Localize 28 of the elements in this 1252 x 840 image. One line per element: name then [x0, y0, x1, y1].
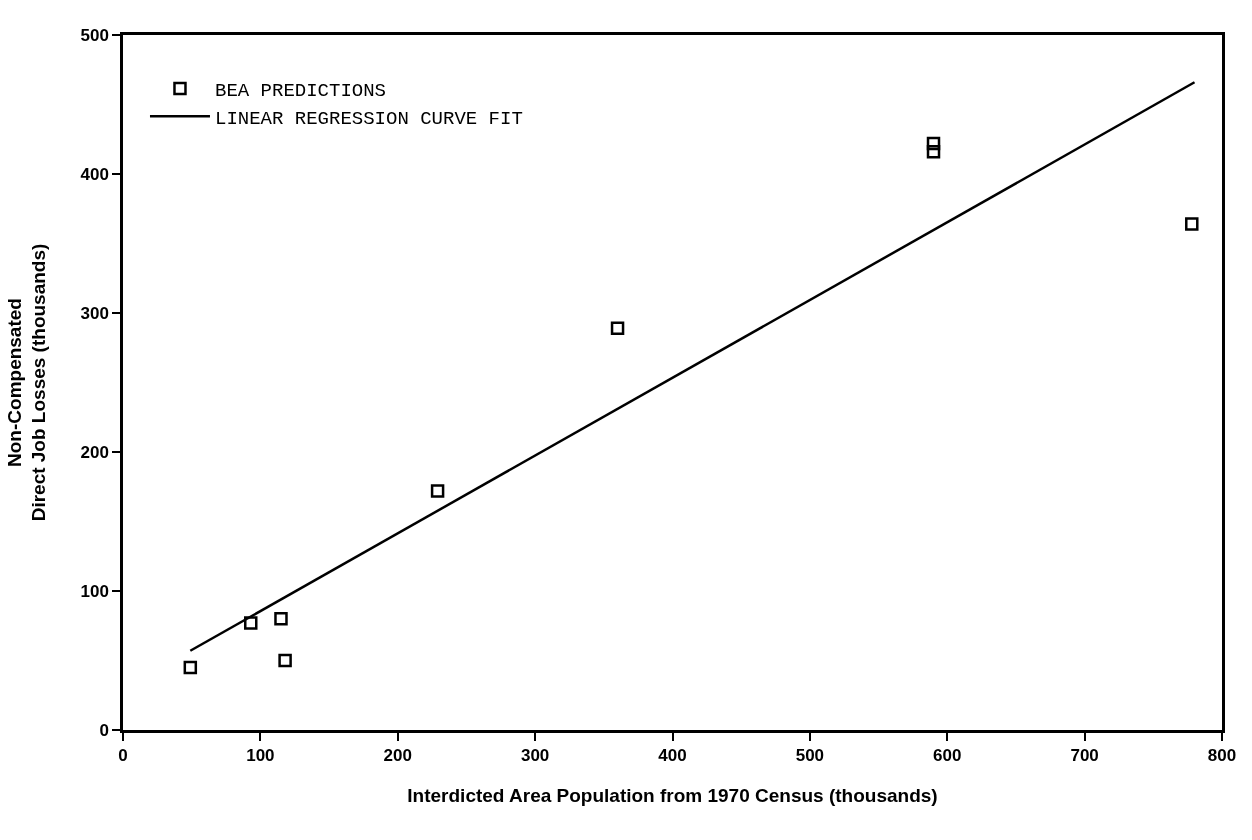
y-axis-title: Non-Compensated Direct Job Losses (thousands)	[3, 243, 50, 522]
x-axis-title: Interdicted Area Population from 1970 Census (thousands)	[407, 784, 938, 806]
y-tick-label: 100	[80, 581, 109, 601]
x-tick-label: 200	[383, 746, 412, 766]
x-tick-label: 400	[658, 746, 687, 766]
legend-label: BEA PREDICTIONS	[214, 80, 387, 103]
x-tick-label: 500	[795, 746, 825, 766]
x-tick-label: 600	[933, 746, 962, 766]
y-tick-label: 400	[80, 164, 109, 184]
point	[1185, 217, 1199, 231]
x-tick-label: 700	[1070, 746, 1099, 766]
point	[278, 653, 292, 668]
y-tick-label: 0	[99, 720, 109, 740]
point	[244, 616, 258, 630]
x-tick-label: 100	[246, 746, 275, 766]
x-tick-label: 300	[520, 746, 550, 766]
point	[926, 145, 941, 159]
point	[926, 136, 941, 151]
y-tick-label: 200	[80, 442, 109, 462]
y-tick-label: 500	[80, 25, 109, 45]
legend-label: LINEAR REGRESSION CURVE FIT	[214, 107, 523, 130]
point	[183, 660, 198, 675]
x-tick-label: 0	[118, 746, 128, 766]
point	[430, 484, 445, 498]
point	[610, 321, 625, 336]
x-tick-label: 800	[1207, 746, 1237, 766]
y-tick-label: 300	[80, 303, 109, 323]
point	[274, 612, 288, 626]
